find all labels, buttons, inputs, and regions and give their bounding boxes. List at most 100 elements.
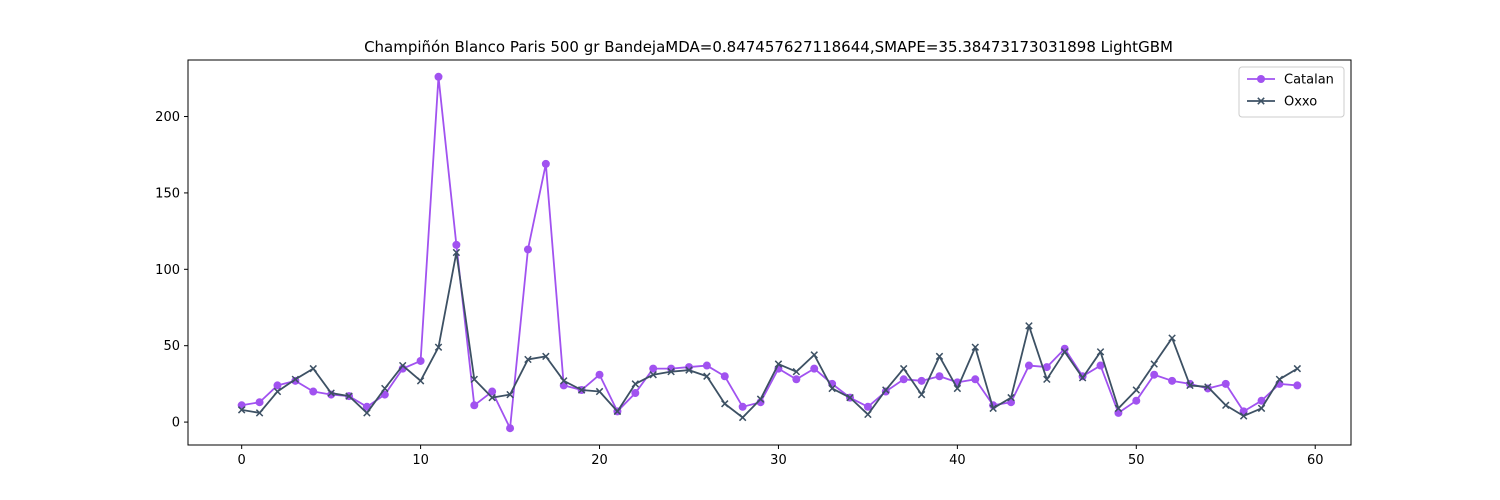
data-point	[1168, 334, 1176, 342]
data-point	[702, 361, 711, 370]
y-tick-label: 150	[155, 186, 180, 201]
plot-frame	[187, 59, 1352, 446]
data-point	[810, 364, 819, 373]
data-point	[721, 400, 729, 408]
y-tick-label: 100	[155, 263, 180, 278]
data-point	[452, 248, 461, 257]
data-point	[738, 402, 747, 411]
data-point	[1150, 360, 1158, 368]
data-point	[1222, 401, 1230, 410]
data-point	[1293, 381, 1302, 390]
data-point	[327, 389, 335, 397]
series-oxxo	[237, 248, 1302, 422]
data-point	[273, 381, 282, 390]
y-tick-label: 0	[172, 416, 180, 431]
data-point	[846, 393, 854, 402]
data-point	[899, 364, 908, 373]
data-point	[631, 380, 640, 388]
data-point	[792, 367, 801, 376]
data-point	[560, 377, 568, 385]
data-point	[1132, 386, 1141, 394]
data-point	[1024, 361, 1033, 370]
data-point	[989, 404, 997, 413]
data-point	[255, 409, 264, 417]
data-point	[953, 384, 962, 393]
legend-item: Oxxo	[1247, 95, 1317, 110]
data-point	[917, 376, 926, 385]
series-layer	[237, 72, 1302, 433]
data-point	[416, 356, 425, 365]
data-point	[470, 401, 479, 410]
data-point	[1221, 379, 1230, 388]
legend-label: Oxxo	[1284, 95, 1317, 110]
data-point	[309, 387, 318, 396]
data-point	[1168, 376, 1177, 385]
legend-marker	[1257, 97, 1265, 105]
data-point	[434, 343, 443, 351]
data-point	[1096, 361, 1105, 370]
data-point	[1025, 322, 1033, 330]
data-point	[291, 375, 300, 384]
chart-title: Champiñón Blanco Paris 500 gr BandejaMDA…	[364, 38, 1173, 56]
legend-marker	[1257, 75, 1265, 83]
data-point	[738, 413, 747, 422]
data-point	[237, 406, 246, 414]
data-point	[649, 370, 657, 379]
data-point	[524, 355, 532, 364]
data-point	[1293, 364, 1302, 373]
data-point	[863, 402, 872, 411]
data-point	[1007, 393, 1015, 402]
data-point	[416, 377, 425, 385]
data-point	[649, 364, 658, 373]
data-point	[363, 409, 371, 417]
data-point	[1186, 381, 1194, 390]
x-tick-label: 60	[1307, 453, 1324, 468]
data-point	[523, 245, 532, 254]
data-point	[542, 352, 550, 361]
legend: Catalan Oxxo	[1238, 66, 1345, 118]
data-point	[1114, 404, 1123, 413]
data-point	[828, 384, 836, 393]
data-point	[882, 386, 890, 394]
data-point	[703, 372, 711, 380]
data-point	[488, 387, 497, 396]
data-point	[577, 386, 586, 394]
data-point	[255, 398, 264, 407]
x-tick-label: 40	[949, 453, 966, 468]
data-point	[506, 424, 515, 433]
data-point	[452, 240, 461, 249]
data-point	[506, 390, 514, 399]
legend-label: Catalan	[1284, 73, 1334, 88]
data-point	[1043, 375, 1051, 384]
y-axis: 0 50 100 150 200	[155, 110, 188, 431]
data-point	[273, 387, 282, 396]
data-point	[595, 387, 604, 396]
data-point	[309, 364, 317, 373]
legend-item: Catalan	[1247, 73, 1334, 88]
data-point	[1257, 404, 1266, 413]
x-axis: 0 10 20 30 40 50 60	[238, 445, 1324, 468]
data-point	[667, 367, 675, 376]
series-catalan	[237, 72, 1302, 433]
data-point	[1239, 412, 1248, 420]
data-point	[631, 389, 640, 398]
data-point	[1042, 363, 1051, 372]
data-point	[613, 407, 622, 416]
data-point	[1096, 348, 1105, 356]
data-point	[470, 375, 479, 384]
data-point	[381, 384, 389, 393]
data-point	[917, 390, 926, 399]
data-point	[1078, 374, 1087, 382]
x-tick-label: 50	[1128, 453, 1145, 468]
x-tick-label: 20	[591, 453, 608, 468]
data-point	[935, 352, 944, 361]
data-point	[1060, 348, 1069, 356]
data-point	[810, 351, 818, 359]
series-line	[241, 75, 1298, 430]
data-point	[1204, 383, 1212, 391]
data-point	[774, 360, 783, 368]
data-point	[345, 392, 353, 400]
data-point	[1150, 370, 1159, 379]
data-point	[720, 372, 729, 381]
